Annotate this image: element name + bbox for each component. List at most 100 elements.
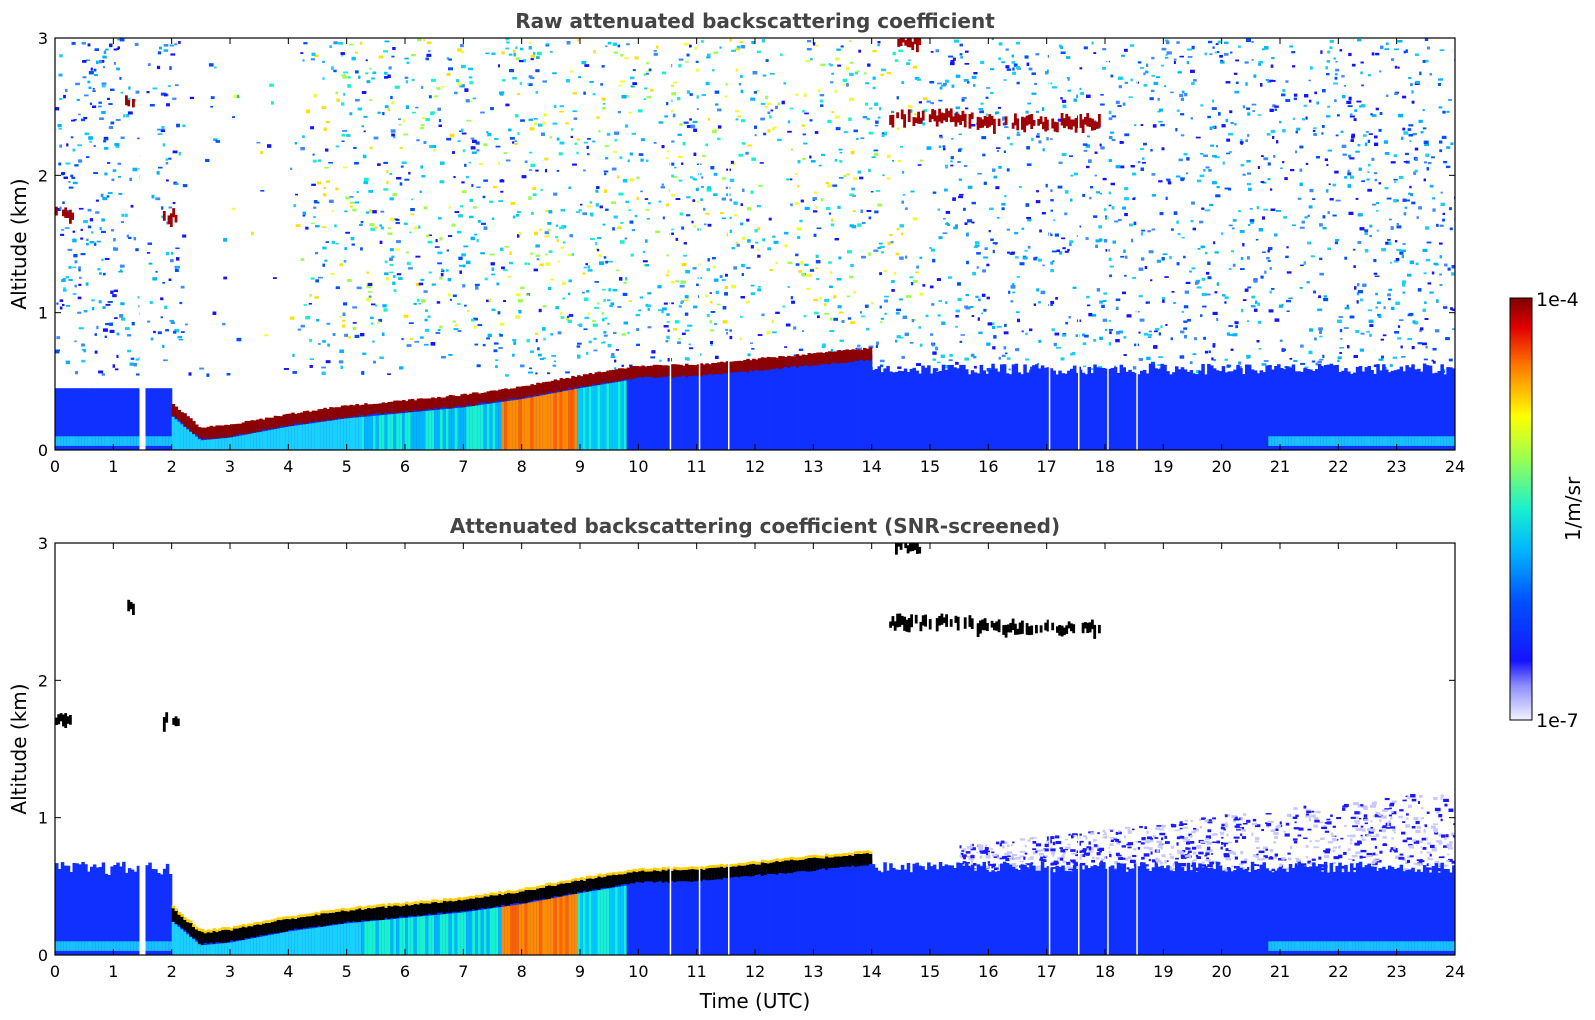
noise-pixel — [670, 228, 675, 231]
noise-pixel — [1164, 39, 1169, 42]
noise-pixel — [1369, 234, 1372, 238]
noise-pixel — [858, 49, 861, 53]
noise-pixel — [857, 170, 861, 174]
noise-pixel — [1138, 295, 1143, 298]
noise-pixel — [613, 331, 617, 334]
noise-pixel — [538, 228, 543, 232]
noise-pixel — [430, 342, 436, 346]
noise-pixel — [1246, 38, 1251, 42]
noise-pixel — [1233, 72, 1238, 75]
noise-pixel — [558, 152, 563, 156]
noise-pixel — [371, 303, 376, 306]
noise-pixel — [839, 151, 843, 154]
noise-pixel — [411, 78, 415, 82]
noise-pixel — [560, 316, 565, 319]
noise-pixel — [1413, 171, 1417, 175]
noise-pixel — [556, 169, 560, 172]
noise-pixel — [856, 347, 862, 350]
noise-pixel — [846, 295, 851, 298]
noise-pixel — [524, 160, 528, 163]
noise-pixel — [589, 212, 594, 216]
noise-pixel — [693, 178, 697, 181]
noise-pixel — [509, 137, 515, 140]
noise-pixel — [1415, 262, 1419, 266]
noise-pixel — [948, 55, 954, 58]
noise-pixel — [65, 360, 70, 365]
noise-pixel — [360, 223, 363, 226]
noise-pixel — [1429, 184, 1434, 188]
noise-pixel — [617, 306, 622, 308]
noise-pixel — [485, 52, 490, 55]
noise-pixel — [586, 351, 589, 355]
noise-pixel — [893, 272, 897, 275]
noise-pixel — [489, 253, 495, 256]
noise-pixel — [1440, 224, 1443, 227]
noise-pixel — [1190, 117, 1193, 120]
noise-pixel — [524, 262, 528, 265]
noise-pixel — [94, 350, 98, 354]
noise-pixel — [389, 197, 394, 201]
noise-pixel — [468, 161, 472, 164]
noise-pixel — [852, 210, 856, 213]
noise-pixel — [1397, 40, 1403, 43]
noise-pixel — [367, 283, 373, 286]
noise-pixel — [1040, 290, 1046, 295]
noise-pixel — [83, 220, 88, 224]
noise-pixel — [512, 339, 517, 342]
noise-pixel — [679, 212, 683, 216]
noise-pixel — [496, 282, 500, 286]
noise-pixel — [585, 263, 588, 266]
noise-pixel — [621, 333, 627, 336]
noise-pixel — [824, 298, 830, 302]
surface-band — [168, 436, 173, 446]
noise-pixel — [1439, 242, 1443, 245]
noise-pixel — [1094, 151, 1098, 154]
noise-pixel — [1423, 140, 1429, 144]
noise-pixel — [1422, 342, 1427, 346]
noise-pixel — [431, 78, 436, 82]
noise-pixel — [1010, 300, 1014, 303]
aerosol-column — [270, 429, 275, 450]
noise-pixel — [961, 97, 967, 100]
noise-pixel — [408, 322, 414, 324]
noise-pixel — [1010, 285, 1016, 289]
noise-pixel — [575, 211, 580, 213]
noise-pixel — [1021, 227, 1025, 230]
noise-pixel — [817, 89, 821, 92]
noise-pixel — [1087, 304, 1091, 307]
noise-pixel — [605, 208, 609, 211]
layer-top-band — [288, 413, 292, 426]
noise-pixel — [1061, 237, 1066, 240]
noise-pixel — [1212, 311, 1218, 315]
noise-pixel — [78, 283, 82, 286]
noise-pixel — [322, 60, 325, 63]
noise-pixel — [1143, 332, 1149, 336]
noise-pixel — [925, 314, 929, 317]
noise-pixel — [90, 67, 93, 71]
noise-pixel — [1109, 331, 1112, 335]
aerosol-column — [282, 427, 286, 450]
noise-pixel — [926, 100, 931, 103]
noise-pixel — [1295, 130, 1298, 134]
noise-pixel — [582, 212, 588, 216]
noise-pixel — [335, 187, 339, 191]
surface-band — [154, 436, 158, 446]
noise-pixel — [1238, 210, 1241, 213]
noise-pixel — [612, 151, 617, 153]
noise-pixel — [1035, 200, 1041, 204]
noise-pixel — [592, 320, 596, 322]
noise-pixel — [389, 264, 394, 266]
noise-pixel — [785, 323, 791, 327]
noise-pixel — [1147, 301, 1150, 304]
noise-pixel — [297, 328, 302, 331]
noise-pixel — [568, 186, 571, 189]
noise-pixel — [592, 323, 598, 327]
layer-top-band — [267, 417, 272, 429]
noise-pixel — [495, 359, 499, 361]
noise-pixel — [92, 105, 97, 108]
noise-pixel — [880, 321, 883, 324]
noise-pixel — [1341, 144, 1347, 148]
noise-pixel — [1187, 56, 1193, 58]
noise-pixel — [795, 253, 799, 257]
noise-pixel — [712, 69, 715, 72]
